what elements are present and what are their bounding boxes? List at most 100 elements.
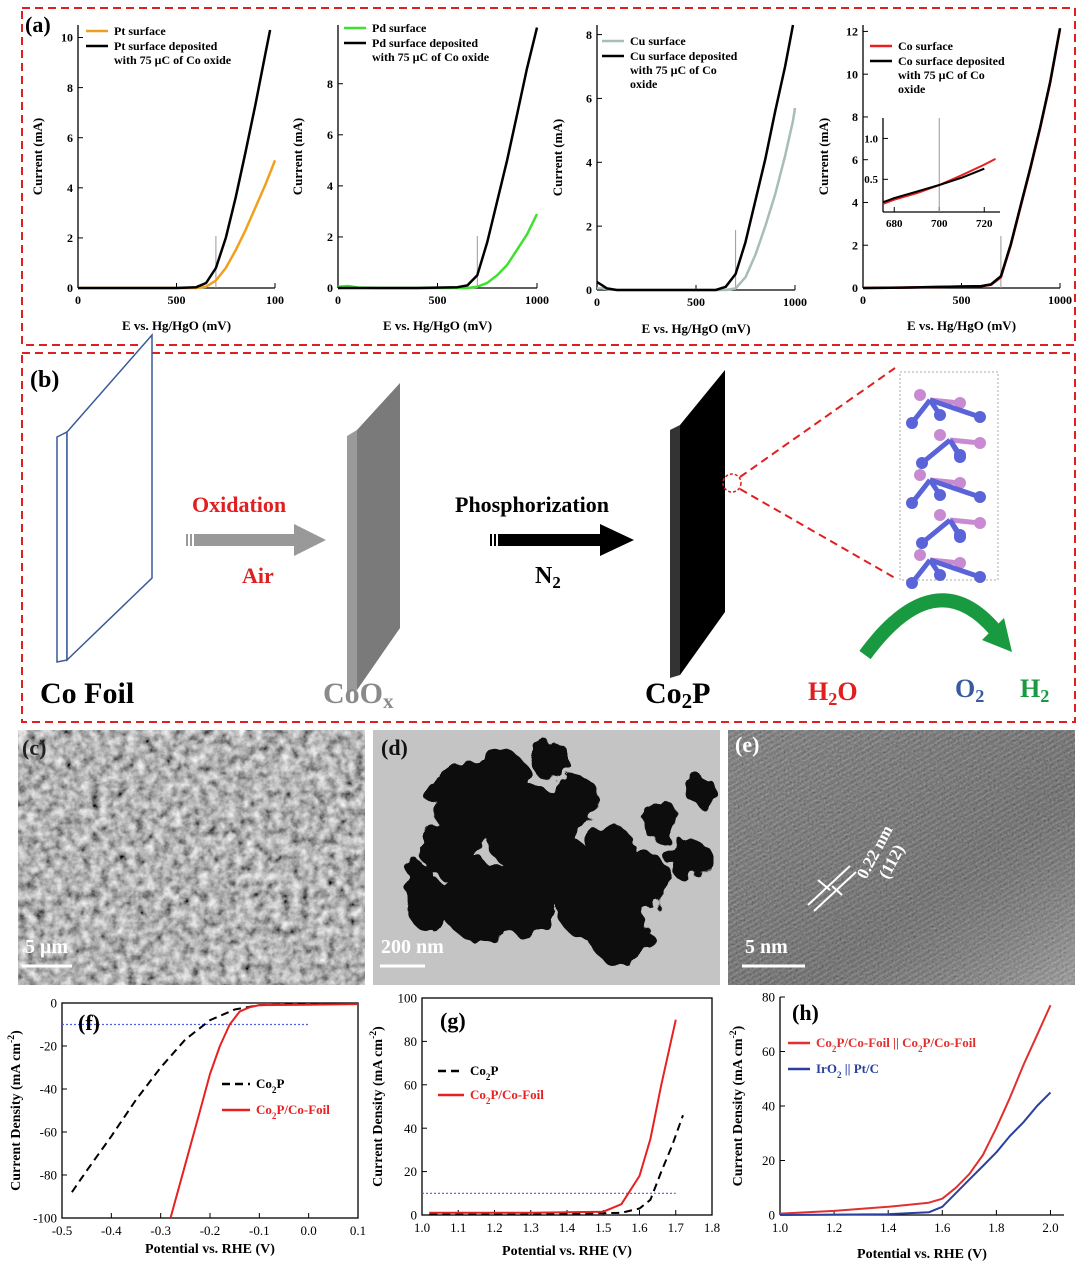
product-label-part: P [692, 677, 710, 710]
chart: 05001000024681012E vs. Hg/HgO (mV)Curren… [816, 25, 1072, 333]
y-tick-label: 20 [404, 1164, 417, 1179]
legend-label-part: Co [256, 1076, 272, 1091]
x-tick-label: 500 [953, 293, 971, 307]
product-label: Co2P [645, 677, 711, 713]
product-label-part: 2 [682, 689, 693, 713]
y-tick-label: 60 [404, 1077, 417, 1092]
y-tick-label: 20 [762, 1153, 775, 1168]
x-tick-label: 1.4 [559, 1220, 576, 1235]
atom [954, 451, 966, 463]
x-tick-label: 2.0 [1042, 1220, 1058, 1235]
product-label-part: Co [645, 677, 682, 710]
x-tick-label: 1.7 [668, 1220, 685, 1235]
y-axis-label-part: ) [9, 1030, 24, 1035]
legend-label: Pt surface deposited [114, 39, 218, 53]
y-tick-label: 2 [852, 238, 858, 252]
figure: (c) 5 μm (d) 200 nm (e) 5 nm 0.22 nm (11… [0, 0, 1078, 1265]
output-label-part: O [955, 674, 975, 703]
chart: 0500100002468E vs. Hg/HgO (mV)Current (m… [550, 25, 807, 336]
atom [916, 457, 928, 469]
atom [916, 537, 928, 549]
series-line [597, 108, 795, 290]
y-tick-label: 0.5 [864, 174, 878, 186]
legend-label-part: Co [470, 1087, 486, 1102]
atom [914, 469, 926, 481]
reactant-label-part: 2 [828, 689, 837, 709]
oxide-side [347, 430, 357, 693]
output-label-part: 2 [975, 686, 984, 706]
atom [934, 569, 946, 581]
crystal-structure [900, 372, 998, 589]
x-tick-label: 500 [429, 293, 447, 307]
y-tick-label: 12 [846, 25, 858, 39]
y-tick-label: 60 [762, 1044, 775, 1059]
scale-label: 5 μm [25, 936, 68, 958]
y-axis-label: Current (mA) [816, 118, 831, 195]
x-axis-label: E vs. Hg/HgO (mV) [907, 318, 1016, 333]
particle [590, 905, 650, 965]
atom [934, 429, 946, 441]
y-tick-label: -100 [33, 1211, 57, 1226]
x-tick-label: 1.8 [704, 1220, 720, 1235]
x-axis-label: Potential vs. RHE (V) [502, 1244, 632, 1259]
legend-label: Co2P/Co-Foil || Co2P/Co-Foil [816, 1035, 976, 1054]
series-line [78, 160, 275, 288]
y-tick-label: 6 [327, 128, 333, 142]
chart: 0500100002468E vs. Hg/HgO (mV)Current (m… [290, 21, 549, 333]
x-tick-label: 0 [594, 295, 600, 309]
particle [550, 775, 600, 825]
series-line [72, 1004, 358, 1193]
y-tick-label: 2 [327, 230, 333, 244]
particle [640, 800, 680, 840]
y-axis-label: Current Density (mA cm-2) [728, 1025, 746, 1186]
foil-side [57, 432, 67, 662]
x-tick-label: 1000 [1048, 293, 1072, 307]
gas-label: N2 [535, 563, 561, 592]
x-tick-label: 0.1 [350, 1223, 366, 1238]
y-tick-label: 40 [404, 1121, 417, 1136]
y-tick-label: 4 [327, 179, 333, 193]
particle [402, 862, 438, 898]
oxide-label-part: x [383, 689, 394, 713]
y-tick-label: -20 [40, 1039, 57, 1054]
legend-label-part: Co [816, 1035, 832, 1050]
legend-label: with 75 μC of Co [630, 63, 717, 77]
oxide-slab [357, 383, 400, 690]
legend-label-part: Co [256, 1102, 272, 1117]
x-tick-label: 500 [168, 293, 186, 307]
x-tick-label: 500 [687, 295, 705, 309]
y-tick-label: 6 [67, 131, 73, 145]
x-tick-label: 700 [931, 218, 948, 230]
panel-label: (b) [30, 367, 59, 393]
x-tick-label: 1.1 [450, 1220, 466, 1235]
series-line [429, 1115, 683, 1214]
particle [585, 825, 635, 875]
panel-label: (g) [440, 1008, 466, 1033]
panel-label: (c) [22, 735, 46, 760]
atom [906, 417, 918, 429]
x-tick-label: -0.1 [249, 1223, 270, 1238]
y-axis-label: Current (mA) [30, 118, 45, 195]
legend-label-part: IrO [816, 1061, 837, 1076]
x-axis-label: E vs. Hg/HgO (mV) [383, 318, 492, 333]
phosphide-slab [680, 370, 725, 675]
legend-label: oxide [898, 82, 926, 96]
legend-label: Pd surface [372, 21, 427, 35]
legend-label: Cu surface deposited [630, 49, 738, 63]
micrographs: (c) 5 μm (d) 200 nm (e) 5 nm 0.22 nm (11… [18, 730, 1075, 985]
oxide-label-part: CoO [323, 677, 383, 710]
gas-label: Air [242, 563, 274, 588]
y-tick-label: 0 [327, 281, 333, 295]
y-tick-label: 0 [852, 281, 858, 295]
y-tick-label: 100 [398, 991, 418, 1006]
output-label-part: H [1020, 674, 1040, 703]
y-axis-label-part: -2 [728, 1030, 739, 1038]
chart: 1.01.11.21.31.41.51.61.71.8020406080100P… [368, 991, 720, 1259]
gas-label-part: N [535, 563, 553, 589]
y-tick-label: 6 [586, 92, 592, 106]
atom [914, 389, 926, 401]
arrow [186, 524, 326, 556]
y-axis-label: Current (mA) [290, 118, 305, 195]
